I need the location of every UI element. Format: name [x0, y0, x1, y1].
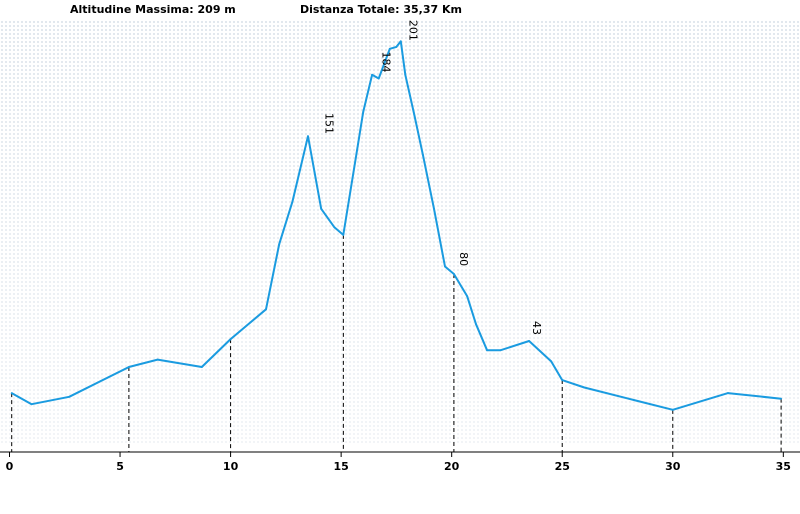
elevation-point	[265, 308, 267, 311]
elevation-point	[486, 349, 488, 352]
elevation-point	[499, 349, 502, 352]
elevation-point	[475, 323, 477, 326]
elevation-point	[371, 73, 373, 76]
elevation-point	[413, 112, 415, 115]
elevation-point	[10, 392, 13, 394]
elevation-point	[671, 408, 674, 411]
elevation-point	[200, 366, 203, 368]
elevation-point	[528, 340, 530, 342]
elevation-point	[362, 111, 365, 113]
elevation-point	[727, 392, 729, 394]
x-axis: 0 5 10 15 20 25 30 35	[0, 451, 800, 473]
x-tick-label: 25	[555, 460, 570, 473]
x-tick-label: 5	[116, 460, 124, 473]
elevation-point	[399, 40, 402, 43]
elevation-point	[156, 358, 159, 361]
peak-label: 201	[406, 20, 419, 41]
elevation-point	[320, 207, 323, 210]
elevation-point	[433, 207, 435, 210]
elevation-point	[342, 233, 345, 236]
peak-label: 184	[380, 52, 393, 73]
elevation-point	[229, 338, 232, 341]
peak-label: 151	[322, 113, 335, 134]
elevation-point	[404, 73, 407, 76]
elevation-point	[452, 273, 455, 275]
elevation-point	[68, 395, 71, 398]
elevation-point	[355, 152, 358, 154]
distance-markers	[11, 234, 782, 452]
peak-label: 80	[457, 252, 470, 266]
elevation-point	[550, 360, 553, 363]
elevation-point	[627, 397, 630, 400]
x-tick-label: 0	[6, 460, 14, 473]
x-tick-label: 20	[444, 460, 460, 473]
elevation-point	[444, 265, 446, 268]
max-altitude-label: Altitudine Massima: 209 m	[70, 3, 236, 16]
elevation-point	[780, 397, 783, 400]
elevation-point	[333, 226, 336, 229]
series-group	[10, 40, 783, 411]
x-tick-label: 10	[223, 460, 239, 473]
elevation-point	[388, 47, 391, 50]
x-tick-label: 35	[776, 460, 791, 473]
total-distance-label: Distanza Totale: 35,37 Km	[300, 3, 462, 16]
annotations: 151 184 201 80 43	[322, 20, 543, 335]
elevation-point	[127, 366, 130, 368]
elevation-point	[278, 243, 281, 246]
x-tick-label: 15	[333, 460, 348, 473]
elevation-point	[395, 45, 398, 48]
background-fade	[0, 20, 800, 444]
elevation-point	[30, 403, 33, 406]
x-tick-label: 30	[665, 460, 681, 473]
elevation-point	[466, 295, 469, 298]
elevation-point	[422, 153, 424, 156]
peak-label: 43	[530, 321, 543, 335]
elevation-point	[291, 200, 294, 203]
elevation-point	[561, 379, 564, 381]
elevation-point	[583, 386, 586, 389]
elevation-point	[377, 77, 380, 80]
elevation-point	[307, 135, 309, 138]
